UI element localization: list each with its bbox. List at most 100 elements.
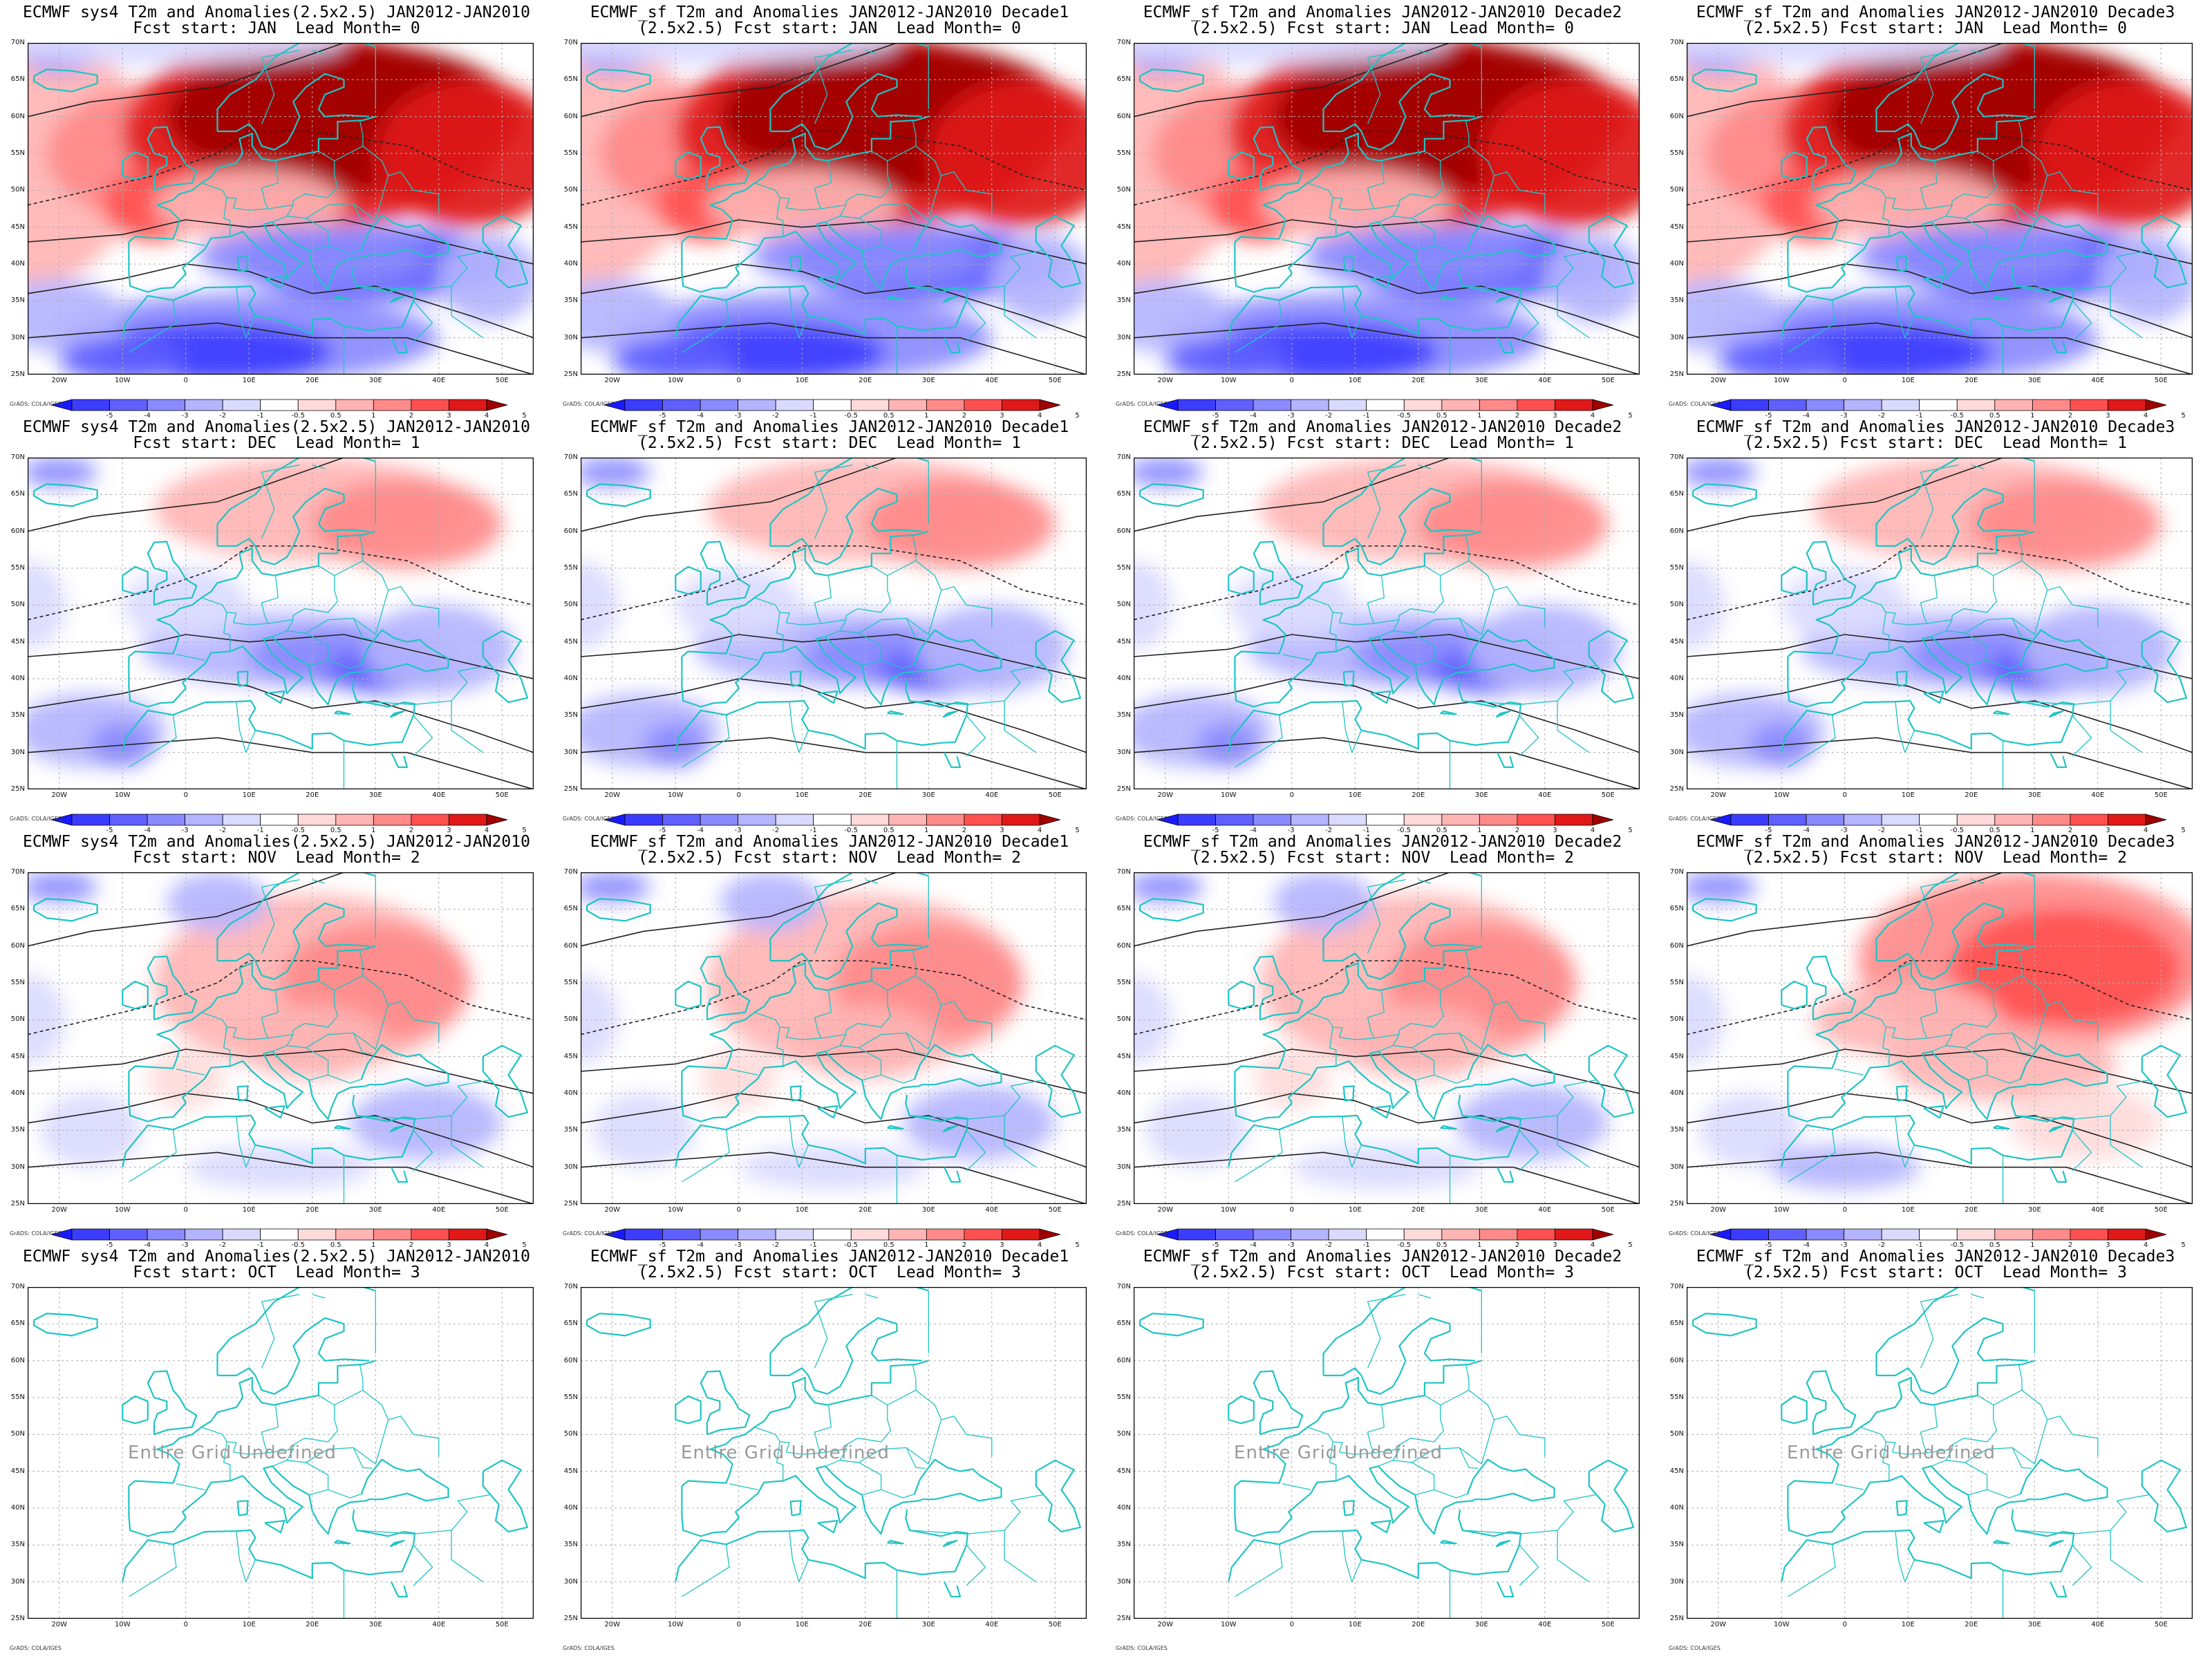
latitude-label: 55N (1669, 979, 1684, 986)
colorbar-label: 5 (2181, 827, 2186, 834)
longitude-label: 10E (1348, 1206, 1362, 1214)
colorbar-label: 4 (2143, 412, 2148, 420)
latitude-label: 55N (1669, 149, 1684, 157)
colorbar-swatch (335, 814, 374, 826)
colorbar-swatch (2032, 814, 2071, 826)
latitude-label: 25N (10, 785, 25, 793)
latitude-label: 40N (10, 1504, 25, 1512)
latitude-label: 35N (1116, 711, 1131, 720)
colorbar-swatch (1555, 814, 1593, 826)
colorbar-swatch (1291, 814, 1329, 826)
colorbar-swatch (260, 814, 299, 826)
colorbar-swatch (662, 814, 701, 826)
latitude-label: 45N (1669, 637, 1684, 646)
colorbar-swatch (1039, 1228, 1062, 1241)
map-svg (581, 43, 1087, 375)
longitude-label: 20W (1157, 1206, 1174, 1214)
longitude-label: 30E (368, 1621, 382, 1628)
longitude-label: 40E (985, 1206, 999, 1214)
anomaly-region (1456, 1086, 1609, 1160)
colorbar-swatch (1215, 399, 1254, 411)
latitude-label: 35N (563, 1541, 578, 1549)
colorbar-label: -5 (106, 412, 113, 420)
colorbar-label: -4 (1803, 1241, 1810, 1249)
map-frame (1134, 872, 1640, 1204)
colorbar-label: 1 (2030, 827, 2035, 834)
colorbar-swatch (1002, 814, 1040, 826)
colorbar-swatch (1177, 814, 1216, 826)
colorbar-label: 2 (1515, 1241, 1520, 1249)
latitude-label: 50N (563, 1430, 578, 1438)
anomaly-region (1165, 337, 1292, 375)
latitude-label: 30N (563, 333, 578, 341)
longitude-label: 20E (306, 1206, 319, 1214)
colorbar-swatch (411, 399, 449, 411)
colorbar-label: -3 (1840, 412, 1848, 420)
latitude-label: 25N (563, 370, 578, 378)
panel-subtitle: (2.5x2.5) Fcst start: DEC Lead Month= 1 (1744, 434, 2127, 452)
credit-text: GrADS: COLA/IGES (1116, 1230, 1168, 1237)
latitude-label: 50N (1669, 601, 1684, 609)
map-frame (28, 872, 534, 1204)
map-panel: ECMWF_sf T2m and Anomalies JAN2012-JAN20… (1106, 829, 1659, 1249)
colorbar-swatch (449, 399, 487, 411)
coastlines (1692, 872, 2187, 1204)
colorbar-swatch (109, 814, 148, 826)
anomaly-region (1952, 909, 2180, 1027)
latitude-label: 70N (10, 453, 25, 461)
colorbar-label: -2 (772, 1241, 780, 1249)
longitude-label: 10E (795, 377, 809, 384)
coastlines (586, 1287, 1081, 1619)
longitude-label: 40E (1538, 1621, 1552, 1628)
colorbar-swatch (1177, 1228, 1216, 1241)
longitude-label: 20W (1157, 377, 1174, 384)
longitude-label: 10W (667, 377, 684, 384)
colorbar-swatch (297, 1228, 337, 1241)
latitude-label: 35N (10, 1126, 25, 1134)
latitude-label: 50N (1116, 186, 1131, 194)
colorbar-label: 5 (1075, 412, 1080, 420)
anomaly-region (350, 1086, 503, 1160)
latitude-label: 65N (1669, 1319, 1684, 1328)
panel-title: ECMWF_sf T2m and Anomalies JAN2012-JAN20… (1696, 833, 2175, 851)
anomaly-region (1781, 568, 1909, 642)
latitude-label: 55N (10, 979, 25, 986)
latitude-label: 45N (563, 637, 578, 646)
latitude-label: 25N (1116, 1200, 1131, 1208)
credit-text: GrADS: COLA/IGES (1669, 1645, 1721, 1651)
colorbar-swatch (1291, 399, 1329, 411)
latitude-label: 30N (10, 1163, 25, 1171)
longitude-label: 50E (2154, 1621, 2168, 1628)
colorbar-swatch (1039, 814, 1062, 826)
latitude-label: 55N (1669, 564, 1684, 572)
longitude-label: 20W (604, 791, 621, 799)
graticule (1134, 43, 1640, 375)
colorbar-label: -4 (697, 827, 704, 834)
latitude-label: 30N (563, 1163, 578, 1171)
map-frame (28, 43, 534, 375)
longitude-label: 30E (1474, 1621, 1488, 1628)
panel-title: ECMWF_sf T2m and Anomalies JAN2012-JAN20… (1143, 833, 1622, 851)
longitude-label: 10W (1220, 1206, 1237, 1214)
credit-text: GrADS: COLA/IGES (563, 1230, 615, 1237)
latitude-label: 45N (1669, 223, 1684, 231)
map-svg (1687, 872, 2193, 1204)
colorbar-swatch (1919, 814, 1958, 826)
colorbar-label: 3 (2106, 1241, 2110, 1249)
undefined-grid-message: Entire Grid Undefined (28, 1287, 534, 1619)
longitude-label: 10W (1220, 377, 1237, 384)
colorbar-swatch (1366, 814, 1405, 826)
longitude-label: 0 (736, 1621, 741, 1628)
colorbar-label: -1 (256, 827, 264, 834)
map-panel: ECMWF_sf T2m and Anomalies JAN2012-JAN20… (1659, 415, 2212, 834)
latitude-label: 30N (1116, 333, 1131, 341)
colorbar-swatch (813, 399, 852, 411)
latitude-label: 40N (563, 1089, 578, 1097)
colorbar-label: 3 (1553, 827, 1557, 834)
longitude-label: 10E (795, 791, 809, 799)
colorbar-label: 4 (1037, 1241, 1042, 1249)
longitude-label: 30E (2027, 1621, 2041, 1628)
colorbar-label: -4 (144, 827, 151, 834)
latitude-label: 45N (10, 1052, 25, 1060)
latitude-label: 55N (563, 149, 578, 157)
